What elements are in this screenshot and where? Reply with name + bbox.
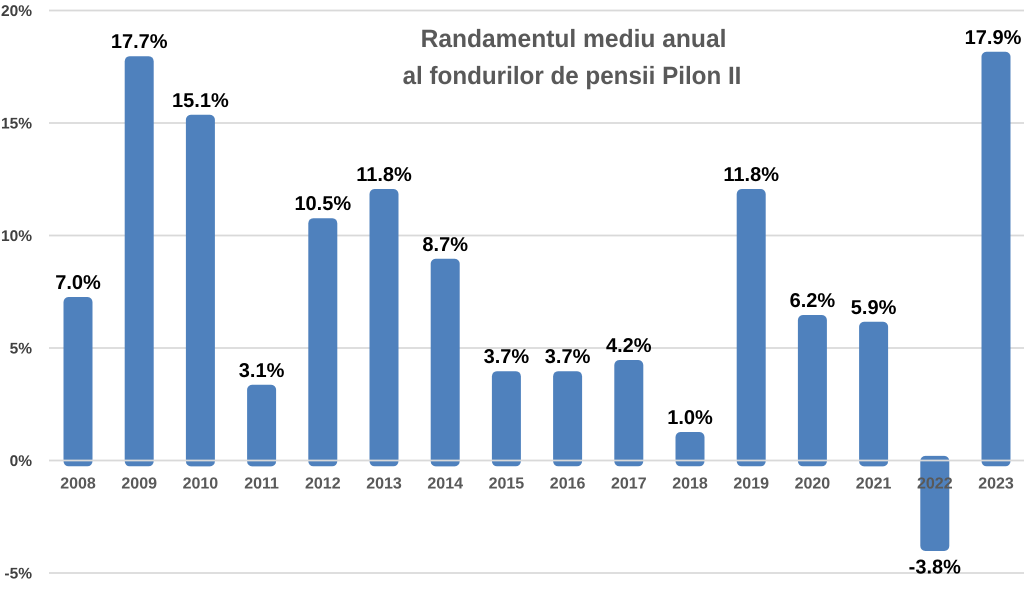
svg-text:2022: 2022 [917,476,953,493]
svg-text:5.9%: 5.9% [851,297,897,319]
svg-text:2015: 2015 [489,476,525,493]
svg-text:11.8%: 11.8% [356,164,412,186]
svg-text:2010: 2010 [183,476,219,493]
svg-text:5%: 5% [10,341,33,358]
svg-text:1.0%: 1.0% [667,407,713,429]
svg-text:2014: 2014 [427,476,463,493]
svg-text:2017: 2017 [611,476,647,493]
svg-text:-3.8%: -3.8% [909,557,961,579]
svg-text:2018: 2018 [672,476,708,493]
svg-text:2020: 2020 [795,476,831,493]
svg-text:17.7%: 17.7% [111,31,168,53]
svg-text:2012: 2012 [305,476,341,493]
svg-text:3.7%: 3.7% [484,346,530,368]
svg-text:10.5%: 10.5% [294,193,351,215]
svg-text:2019: 2019 [733,476,769,493]
svg-text:10%: 10% [1,228,32,245]
svg-text:2021: 2021 [856,476,892,493]
svg-text:2011: 2011 [244,476,279,493]
svg-text:15.1%: 15.1% [172,90,229,112]
svg-text:2013: 2013 [366,476,402,493]
svg-text:11.8%: 11.8% [723,164,779,186]
svg-text:7.0%: 7.0% [55,272,101,294]
svg-text:3.7%: 3.7% [545,346,591,368]
svg-text:8.7%: 8.7% [422,234,468,256]
svg-text:2016: 2016 [550,476,586,493]
svg-text:0%: 0% [10,453,33,470]
svg-text:4.2%: 4.2% [606,335,652,357]
svg-text:2023: 2023 [978,476,1014,493]
svg-text:2008: 2008 [60,476,96,493]
svg-text:Randamentul mediu anual: Randamentul mediu anual [421,25,727,53]
svg-text:-5%: -5% [4,566,32,583]
svg-text:20%: 20% [1,3,32,20]
svg-text:3.1%: 3.1% [239,360,285,382]
svg-text:al fondurilor de pensii Pilon: al fondurilor de pensii Pilon II [403,62,742,90]
svg-text:6.2%: 6.2% [790,290,836,312]
svg-text:2009: 2009 [121,476,157,493]
svg-text:15%: 15% [1,116,32,133]
svg-text:17.9%: 17.9% [965,27,1022,49]
